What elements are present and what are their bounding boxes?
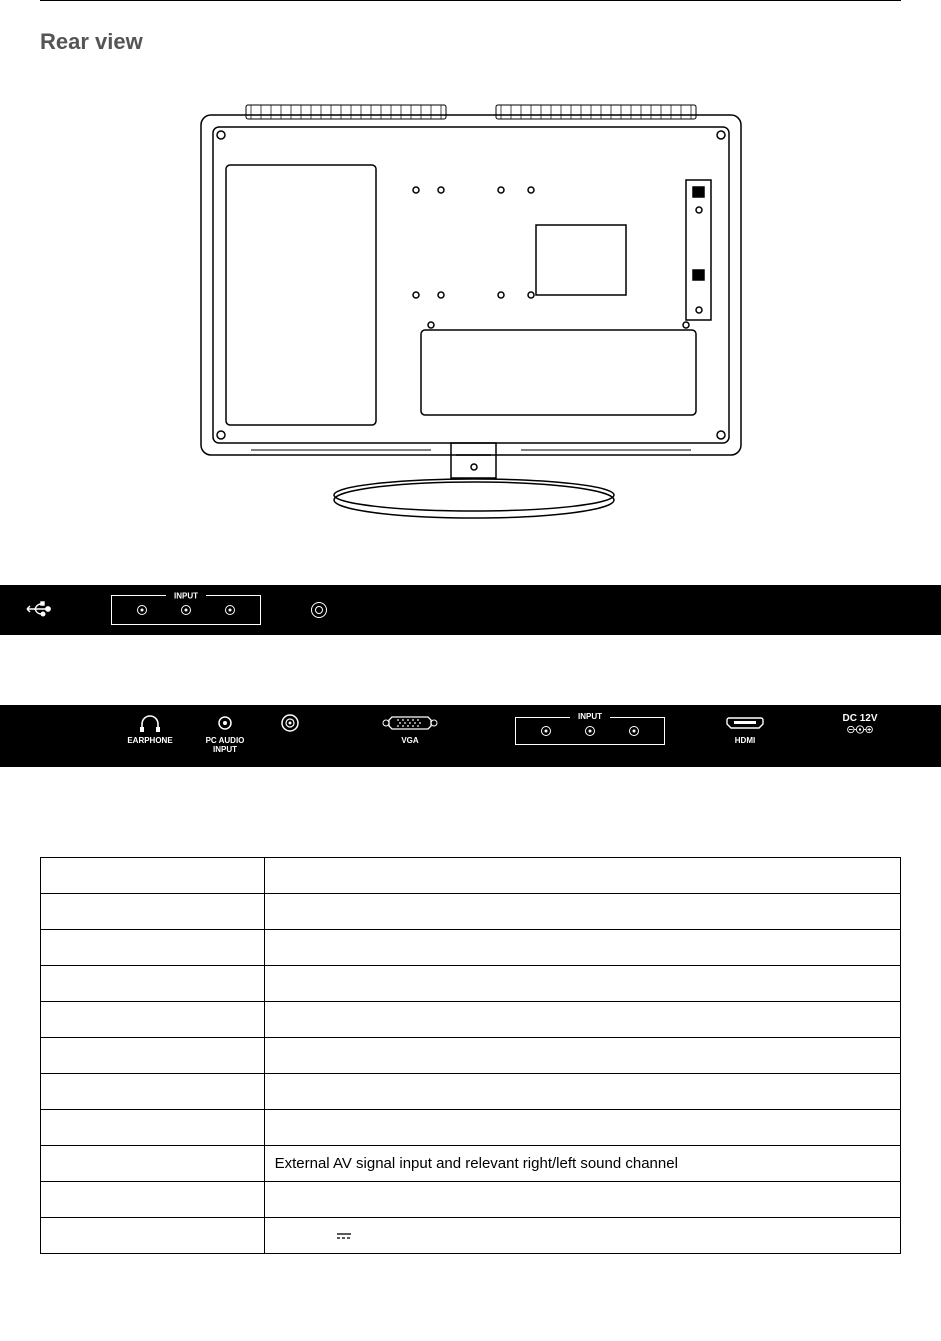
table-row [41, 1074, 901, 1110]
table-cell-desc [264, 966, 900, 1002]
hdmi-label: HDMI [735, 737, 755, 746]
table-cell-desc: External AV signal input and relevant ri… [264, 1146, 900, 1182]
table-row [41, 1218, 901, 1254]
ports-table: External AV signal input and relevant ri… [40, 857, 901, 1254]
table-row [41, 1110, 901, 1146]
table-cell-name [41, 1074, 265, 1110]
hdmi-port: HDMI [710, 711, 780, 746]
pc-audio-label: PC AUDIOINPUT [206, 737, 245, 755]
component-input-port: INPUT [510, 711, 670, 745]
table-row [41, 1038, 901, 1074]
rca-jack-icon [137, 605, 147, 615]
page-title: Rear view [40, 29, 901, 55]
table-cell-desc [264, 894, 900, 930]
top-rule [40, 0, 901, 1]
table-row [41, 1002, 901, 1038]
table-cell-desc [264, 1002, 900, 1038]
vga-port: VGA [365, 711, 455, 746]
vga-icon [380, 714, 440, 732]
dc-polarity-icon [844, 724, 876, 735]
rca-jack-icon [629, 726, 639, 736]
table-row [41, 930, 901, 966]
connector-strip-top: INPUT [0, 585, 941, 635]
dc-symbol-icon [335, 1231, 353, 1241]
table-cell-desc [264, 858, 900, 894]
av-input-box-top: INPUT [111, 595, 261, 625]
dc-label: DC 12V [842, 713, 877, 724]
rear-view-diagram [191, 95, 751, 525]
rca-jack-icon [585, 726, 595, 736]
table-cell-name [41, 930, 265, 966]
earphone-port: EARPHONE [115, 711, 185, 746]
table-row [41, 858, 901, 894]
table-cell-desc [264, 930, 900, 966]
vga-label: VGA [401, 737, 418, 746]
rca-jack-icon [181, 605, 191, 615]
input-label: INPUT [570, 712, 610, 721]
table-cell-name [41, 966, 265, 1002]
table-cell-name [41, 1002, 265, 1038]
table-cell-desc [264, 1074, 900, 1110]
pc-audio-port: PC AUDIOINPUT [190, 711, 260, 755]
table-cell-name [41, 894, 265, 930]
input-label: INPUT [166, 591, 206, 600]
headphone-icon [138, 713, 162, 733]
earphone-label: EARPHONE [127, 737, 172, 746]
table-cell-desc [264, 1110, 900, 1146]
table-cell-name [41, 1182, 265, 1218]
rca-jack-icon [541, 726, 551, 736]
table-cell-name [41, 858, 265, 894]
table-cell-desc [264, 1038, 900, 1074]
table-cell-name [41, 1218, 265, 1254]
table-row [41, 1182, 901, 1218]
table-cell-desc [264, 1182, 900, 1218]
table-cell-name [41, 1146, 265, 1182]
dc-power-port: DC 12V [825, 711, 895, 735]
usb-icon [25, 600, 51, 620]
table-cell-desc [264, 1218, 900, 1254]
table-row [41, 966, 901, 1002]
table-cell-name [41, 1038, 265, 1074]
table-row [41, 894, 901, 930]
coax-port [265, 711, 315, 735]
rca-jack-icon [225, 605, 235, 615]
table-row: External AV signal input and relevant ri… [41, 1146, 901, 1182]
table-cell-name [41, 1110, 265, 1146]
coax-icon [280, 713, 300, 733]
coax-jack-icon [311, 602, 327, 618]
audio-jack-icon [217, 715, 233, 731]
connector-strip-bottom: EARPHONE PC AUDIOINPUT [0, 705, 941, 767]
hdmi-icon [726, 716, 764, 730]
